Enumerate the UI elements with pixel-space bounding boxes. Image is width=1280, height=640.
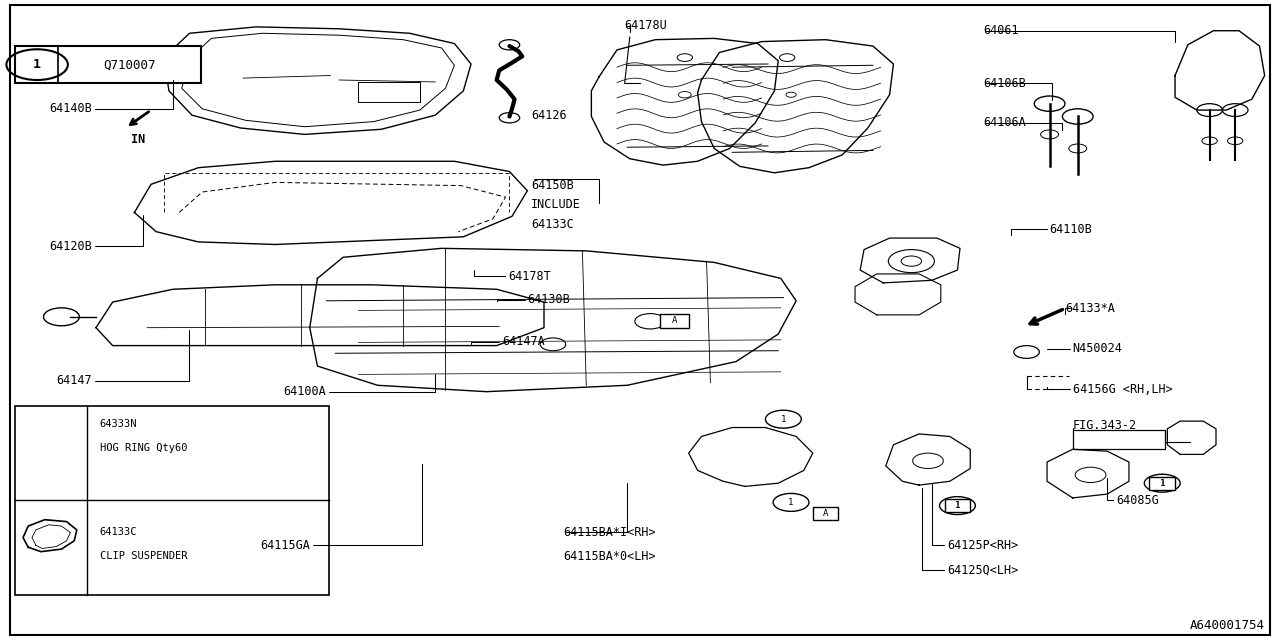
Text: 64120B: 64120B — [50, 240, 92, 253]
Text: 64125Q<LH>: 64125Q<LH> — [947, 563, 1019, 576]
Text: 64178U: 64178U — [625, 19, 667, 32]
Text: 64106A: 64106A — [983, 116, 1025, 129]
Text: 1: 1 — [955, 501, 960, 510]
Text: INCLUDE: INCLUDE — [531, 198, 581, 211]
Text: 1: 1 — [1160, 479, 1165, 488]
FancyBboxPatch shape — [10, 5, 1270, 635]
Text: CLIP SUSPENDER: CLIP SUSPENDER — [100, 550, 187, 561]
Text: 64110B: 64110B — [1050, 223, 1092, 236]
Text: 64133*A: 64133*A — [1065, 302, 1115, 315]
Text: 64130B: 64130B — [527, 293, 570, 306]
Text: 64156G <RH,LH>: 64156G <RH,LH> — [1073, 383, 1172, 396]
Text: HOG RING Qty60: HOG RING Qty60 — [100, 443, 187, 453]
Text: 64100A: 64100A — [284, 385, 326, 398]
Text: FIG.343-2: FIG.343-2 — [1073, 419, 1137, 432]
Text: A: A — [672, 316, 677, 325]
FancyBboxPatch shape — [15, 46, 201, 83]
Text: 1: 1 — [33, 58, 41, 71]
Text: 64126: 64126 — [531, 109, 567, 122]
Text: 64147: 64147 — [56, 374, 92, 387]
Text: 64061: 64061 — [983, 24, 1019, 37]
FancyBboxPatch shape — [1073, 430, 1165, 449]
Text: 64125P<RH>: 64125P<RH> — [947, 539, 1019, 552]
Text: 1: 1 — [788, 498, 794, 507]
Text: 64333N: 64333N — [100, 419, 137, 429]
Text: 1: 1 — [1160, 479, 1165, 488]
Text: 64133C: 64133C — [531, 218, 573, 230]
Text: N450024: N450024 — [1073, 342, 1123, 355]
Text: 64106B: 64106B — [983, 77, 1025, 90]
Text: Q710007: Q710007 — [102, 58, 156, 71]
Text: 1: 1 — [955, 501, 960, 510]
Text: 64150B: 64150B — [531, 179, 573, 192]
Text: 64178T: 64178T — [508, 270, 550, 283]
Text: 64115BA*I<RH>: 64115BA*I<RH> — [563, 526, 655, 539]
FancyBboxPatch shape — [15, 406, 329, 595]
Text: 64115BA*0<LH>: 64115BA*0<LH> — [563, 550, 655, 563]
Text: 64115GA: 64115GA — [260, 539, 310, 552]
FancyBboxPatch shape — [945, 499, 970, 512]
Text: A640001754: A640001754 — [1189, 620, 1265, 632]
Text: 64133C: 64133C — [100, 527, 137, 538]
Text: 64140B: 64140B — [50, 102, 92, 115]
Text: A: A — [823, 509, 828, 518]
FancyBboxPatch shape — [660, 314, 689, 328]
Text: 1: 1 — [781, 415, 786, 424]
Text: IN: IN — [131, 133, 146, 146]
FancyBboxPatch shape — [813, 507, 838, 520]
Text: 64085G: 64085G — [1116, 494, 1158, 507]
Text: 64147A: 64147A — [502, 335, 544, 348]
FancyBboxPatch shape — [1149, 477, 1175, 490]
